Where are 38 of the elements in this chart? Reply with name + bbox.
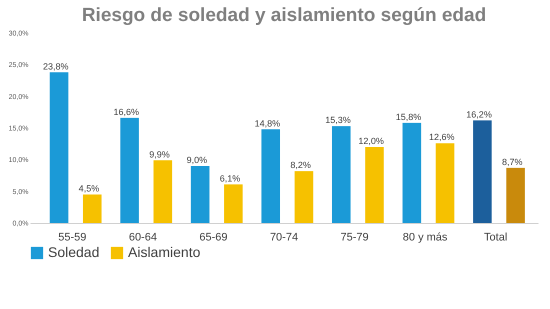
legend-label: Aislamiento — [128, 244, 201, 260]
x-tick-label: Total — [484, 232, 508, 244]
bar — [473, 120, 492, 223]
x-tick-label: 80 y más — [402, 232, 448, 244]
bar — [82, 194, 102, 223]
bar — [506, 168, 525, 223]
x-tick-label: 65-69 — [199, 232, 228, 244]
bar — [50, 72, 68, 223]
bar — [402, 122, 422, 223]
data-label: 9,9% — [149, 149, 170, 160]
bar — [224, 184, 243, 223]
data-label: 15,8% — [396, 112, 422, 122]
bar — [332, 126, 351, 223]
data-label: 16,6% — [114, 106, 140, 117]
data-label: 8,7% — [502, 156, 523, 167]
bar — [120, 118, 139, 223]
bar — [294, 171, 314, 223]
bar — [154, 160, 172, 223]
data-label: 4,5% — [78, 184, 100, 194]
bar — [365, 147, 384, 223]
x-tick-label: 75-79 — [340, 232, 369, 244]
data-label: 14,8% — [254, 118, 280, 128]
data-label: 12,6% — [428, 132, 454, 142]
data-label: 15,3% — [325, 115, 351, 126]
x-tick-label: 55-59 — [58, 232, 86, 244]
x-tick-label: 70-74 — [270, 232, 298, 244]
x-tick-label: 60-64 — [128, 232, 157, 244]
data-label: 16,2% — [466, 109, 492, 120]
data-label: 23,8% — [42, 61, 68, 72]
bar — [261, 129, 280, 223]
chart-title: Riesgo de soledad y aislamiento según edad — [82, 5, 486, 26]
data-label: 12,0% — [358, 136, 384, 146]
bar — [436, 143, 454, 223]
data-label: 6,1% — [220, 173, 240, 184]
legend-label: Soledad — [48, 244, 100, 260]
data-label: 9,0% — [186, 155, 208, 165]
data-label: 8,2% — [290, 160, 311, 170]
bar — [190, 166, 210, 223]
